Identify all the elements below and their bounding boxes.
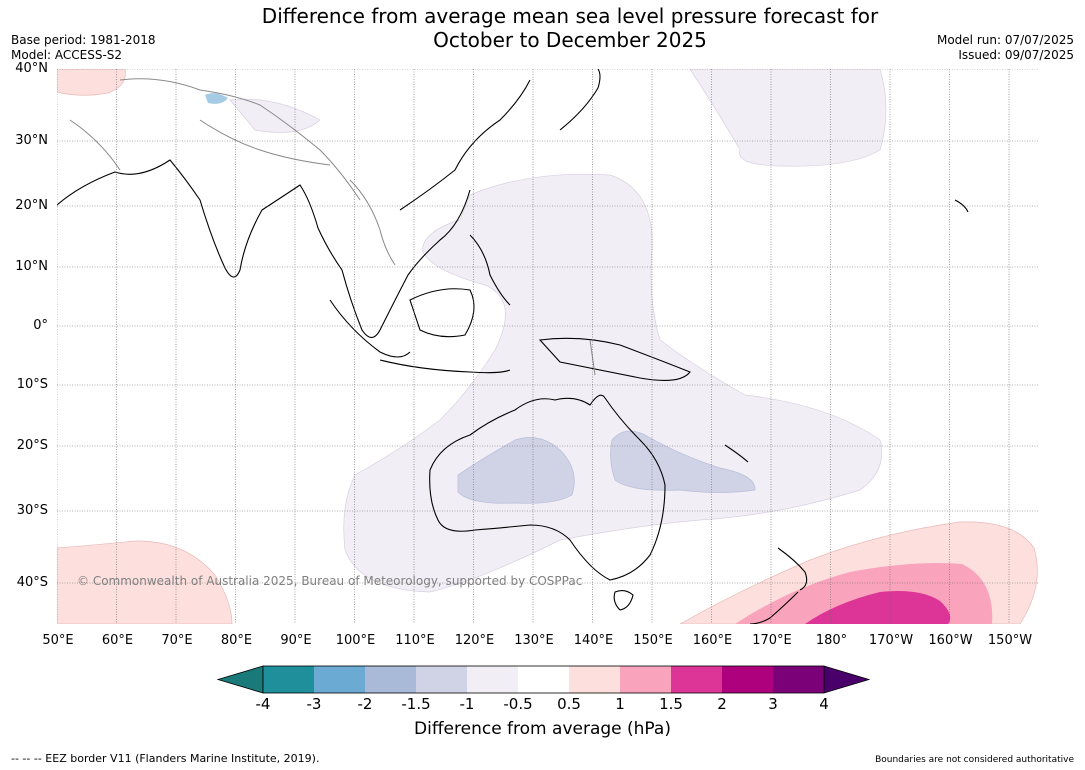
colorbar-tick-label: -4 bbox=[255, 695, 271, 713]
border-line bbox=[349, 179, 396, 266]
anomaly-himalaya-negative bbox=[205, 93, 228, 104]
coastlines bbox=[57, 69, 969, 624]
longitude-label: 160°E bbox=[692, 633, 733, 648]
latitude-label: 20°S bbox=[16, 438, 48, 453]
latitude-label: 20°N bbox=[15, 198, 48, 213]
latitude-label: 10°N bbox=[15, 259, 48, 274]
longitude-label: 140°E bbox=[573, 633, 614, 648]
longitude-label: 90°E bbox=[280, 633, 312, 648]
arabia-india-coast bbox=[57, 159, 343, 278]
boundaries-disclaimer: Boundaries are not considered authoritat… bbox=[875, 755, 1074, 765]
base-period: Base period: 1981-2018 bbox=[11, 33, 156, 47]
longitude-label: 160°W bbox=[928, 633, 973, 648]
model-name: Model: ACCESS-S2 bbox=[11, 48, 123, 62]
anomaly-australia-east-negative bbox=[610, 430, 756, 493]
latitude-label: 40°N bbox=[15, 61, 48, 76]
colorbar-tick-label: -0.5 bbox=[503, 695, 533, 713]
colorbar-extend-high bbox=[823, 665, 871, 694]
china-coast bbox=[399, 79, 531, 211]
new-guinea-coast bbox=[538, 337, 691, 381]
longitude-label: 110°E bbox=[395, 633, 435, 648]
longitude-label: 130°E bbox=[514, 633, 554, 648]
latitude-label: 40°S bbox=[16, 575, 48, 590]
longitude-label: 60°E bbox=[101, 633, 134, 648]
title-line-2: October to December 2025 bbox=[433, 28, 707, 52]
map-area bbox=[57, 69, 1038, 624]
colorbar-tick-label: -3 bbox=[306, 695, 322, 713]
longitude-label: 180° bbox=[815, 633, 848, 648]
latitude-label: 30°N bbox=[15, 133, 48, 148]
colorbar-segment bbox=[722, 666, 773, 693]
longitude-label: 80°E bbox=[220, 633, 253, 648]
colorbar-tick-label: 0.5 bbox=[557, 695, 581, 713]
java-coast bbox=[379, 359, 511, 374]
eez-legend: -- -- -- EEZ border V11 (Flanders Marine… bbox=[11, 752, 320, 765]
anomaly-south-pacific-positive-strong bbox=[805, 591, 951, 624]
longitude-label: 70°E bbox=[161, 633, 193, 648]
colorbar-tick-label: 3 bbox=[768, 695, 778, 713]
longitude-label: 170°W bbox=[868, 633, 914, 648]
longitude-label: 120°E bbox=[454, 633, 495, 648]
colorbar-segment bbox=[314, 666, 365, 693]
colorbar-segment bbox=[365, 666, 416, 693]
anomaly-north-africa-positive bbox=[57, 69, 126, 96]
hawaii-coast bbox=[954, 199, 969, 213]
longitude-label: 150°E bbox=[633, 633, 673, 648]
border-line bbox=[119, 78, 361, 201]
colorbar-tick-label: 1.5 bbox=[659, 695, 683, 713]
colorbar-segment bbox=[671, 666, 722, 693]
sumatra-coast bbox=[329, 299, 411, 358]
longitude-label: 150°W bbox=[987, 633, 1033, 648]
issued-date: Issued: 09/07/2025 bbox=[958, 48, 1074, 62]
philippines-coast bbox=[469, 234, 511, 306]
title-line-1: Difference from average mean sea level p… bbox=[261, 4, 879, 28]
copyright-notice: © Commonwealth of Australia 2025, Bureau… bbox=[77, 574, 583, 588]
colorbar-tick-label: 1 bbox=[615, 695, 625, 713]
border-line bbox=[69, 119, 121, 171]
colorbar-tick-label: -1 bbox=[459, 695, 475, 713]
latitude-label: 30°S bbox=[16, 503, 48, 518]
new-zealand-north-coast bbox=[777, 547, 808, 591]
colorbar-tick-label: -1.5 bbox=[401, 695, 431, 713]
longitude-label: 170°E bbox=[752, 633, 792, 648]
latitude-label: 0° bbox=[33, 318, 48, 333]
new-caledonia-coast bbox=[724, 444, 749, 463]
header-left: Base period: 1981-2018 Model: ACCESS-S2 bbox=[11, 33, 156, 63]
new-zealand-south-coast bbox=[749, 591, 799, 624]
anomaly-southwest-positive bbox=[57, 540, 233, 624]
colorbar-segment bbox=[569, 666, 620, 693]
southeast-asia-coast bbox=[341, 189, 471, 339]
chart-title: Difference from average mean sea level p… bbox=[0, 4, 1085, 52]
model-run: Model run: 07/07/2025 bbox=[936, 33, 1074, 47]
anomaly-pacific-north-weak-negative bbox=[689, 69, 887, 167]
latitude-label: 10°S bbox=[16, 377, 48, 392]
longitude-label: 100°E bbox=[335, 633, 376, 648]
colorbar-frame bbox=[262, 665, 825, 694]
colorbar-extend-low bbox=[216, 665, 264, 694]
colorbar-title: Difference from average (hPa) bbox=[414, 719, 671, 739]
australia-coast bbox=[429, 394, 666, 581]
colorbar-segment bbox=[467, 666, 518, 693]
border-line bbox=[199, 119, 331, 166]
colorbar-segment bbox=[518, 666, 569, 693]
gridlines bbox=[57, 69, 1038, 624]
colorbar-tick-label: -2 bbox=[357, 695, 373, 713]
country-borders bbox=[69, 78, 596, 376]
colorbar-tick-label: 4 bbox=[819, 695, 829, 713]
colorbar-segment bbox=[620, 666, 671, 693]
colorbar-segment bbox=[773, 666, 824, 693]
colorbar-segment bbox=[416, 666, 467, 693]
colorbar-segment bbox=[263, 666, 314, 693]
colorbar-tick-label: 2 bbox=[717, 695, 727, 713]
japan-coast bbox=[559, 69, 601, 131]
longitude-label: 50°E bbox=[42, 633, 74, 648]
tasmania-coast bbox=[613, 589, 634, 611]
header-right: Model run: 07/07/2025 Issued: 09/07/2025 bbox=[937, 33, 1074, 63]
